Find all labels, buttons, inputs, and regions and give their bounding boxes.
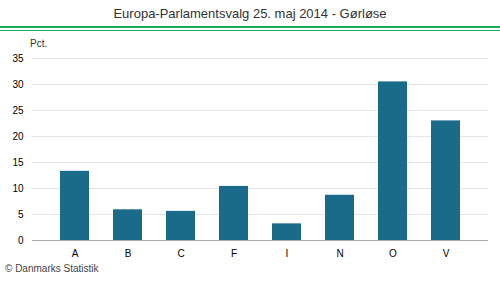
svg-text:35: 35	[12, 53, 24, 64]
html-text:Pct.: Pct.	[30, 38, 48, 49]
svg-text:O: O	[389, 248, 397, 259]
svg-text:20: 20	[12, 131, 24, 142]
svg-text:V: V	[443, 248, 450, 259]
svg-text:N: N	[336, 248, 343, 259]
svg-text:C: C	[177, 248, 184, 259]
svg-text:I: I	[286, 248, 289, 259]
svg-text:A: A	[72, 248, 79, 259]
html-text:Europa-Parlamentsvalg 25. maj: Europa-Parlamentsvalg 25. maj 2014 - Gør…	[113, 6, 387, 21]
svg-text:5: 5	[18, 209, 24, 220]
svg-text:0: 0	[18, 235, 24, 246]
svg-text:15: 15	[12, 157, 24, 168]
svg-text:30: 30	[12, 79, 24, 90]
svg-text:B: B	[125, 248, 132, 259]
svg-text:10: 10	[12, 183, 24, 194]
html-text:© Danmarks Statistik: © Danmarks Statistik	[5, 263, 99, 274]
svg-text:F: F	[231, 248, 237, 259]
svg-text:25: 25	[12, 105, 24, 116]
